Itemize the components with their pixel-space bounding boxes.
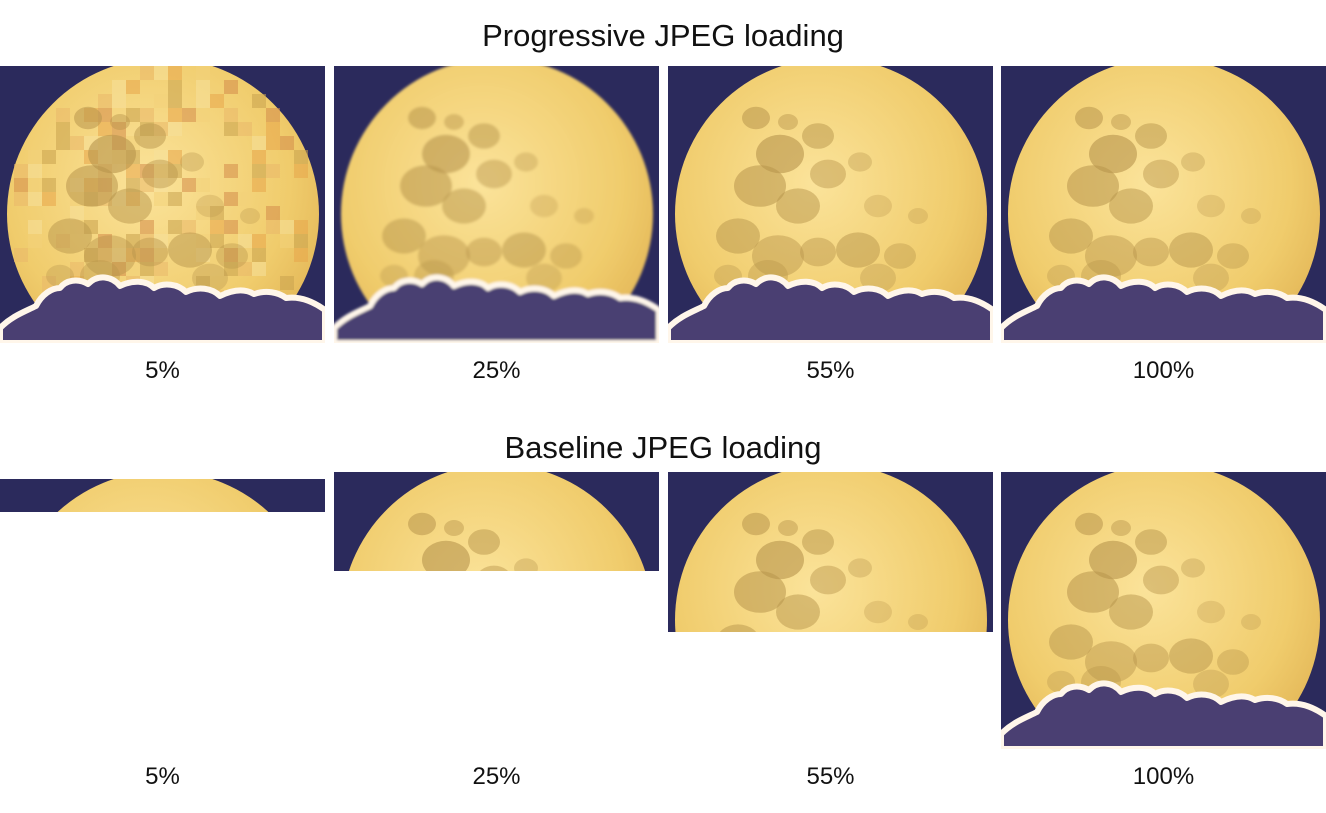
progressive-title: Progressive JPEG loading: [482, 18, 844, 53]
progressive-label-5: 5%: [145, 357, 180, 384]
progressive-frame-25: [334, 66, 659, 343]
baseline-frame-25: [334, 472, 659, 571]
baseline-label-25: 25%: [472, 763, 521, 790]
baseline-label-100: 100%: [1132, 763, 1195, 790]
baseline-frame-55: [668, 472, 993, 632]
baseline-title: Baseline JPEG loading: [504, 430, 822, 465]
baseline-label-55: 55%: [806, 763, 855, 790]
progressive-label-100: 100%: [1132, 357, 1195, 384]
baseline-frame-100: [1001, 472, 1326, 749]
progressive-frame-100: [1001, 66, 1326, 343]
baseline-label-5: 5%: [145, 763, 180, 790]
baseline-frame-5: [0, 479, 325, 512]
progressive-label-55: 55%: [806, 357, 855, 384]
progressive-frame-55: [668, 66, 993, 343]
progressive-frame-5: [0, 66, 325, 343]
progressive-label-25: 25%: [472, 357, 521, 384]
